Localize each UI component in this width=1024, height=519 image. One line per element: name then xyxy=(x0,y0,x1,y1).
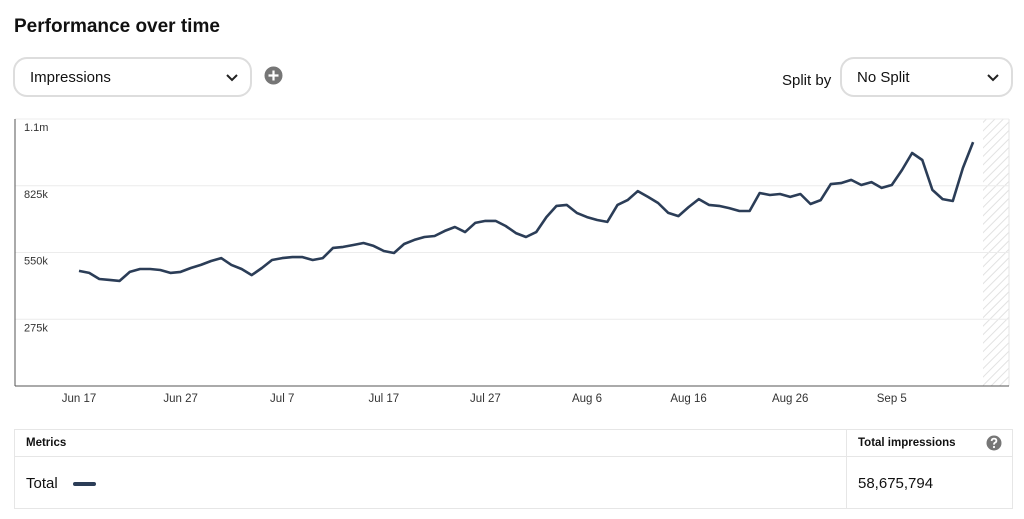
chart: 275k 550k 825k 1.1m Jun 17 Jun 27 Jul 7 Jul 17 J… xyxy=(14,118,1010,405)
table-header: Metrics xyxy=(26,437,67,449)
series-name: Total xyxy=(26,475,58,492)
row-divider xyxy=(15,456,1012,457)
split-dropdown[interactable]: No Split xyxy=(840,57,1013,97)
split-label: Split by xyxy=(782,72,832,89)
total-value: 58,675,794 xyxy=(858,475,934,492)
dropdown-value: No Split xyxy=(857,68,910,86)
page-title: Performance over time xyxy=(14,16,220,37)
y-tick-label: 550k xyxy=(24,256,48,268)
x-tick-label: Jul 7 xyxy=(270,393,294,405)
x-tick-label: Aug 26 xyxy=(772,393,808,405)
add-metric-button[interactable] xyxy=(264,66,283,85)
legend-swatch xyxy=(73,482,96,486)
metrics-table: Metrics Total impressions Total 58,675,7… xyxy=(14,429,1013,509)
x-tick-label: Jun 17 xyxy=(62,393,97,405)
x-tick-label: Sep 5 xyxy=(877,393,907,405)
x-tick-label: Jul 17 xyxy=(368,393,399,405)
chevron-icon xyxy=(226,74,238,82)
help-icon[interactable] xyxy=(986,435,1002,451)
y-tick-label: 825k xyxy=(24,189,48,201)
data-line xyxy=(78,141,975,283)
col-divider xyxy=(846,430,847,508)
y-tick-label: 1.1m xyxy=(24,122,48,134)
x-tick-label: Aug 6 xyxy=(572,393,602,405)
chevron-icon xyxy=(987,74,999,82)
x-tick-label: Jul 27 xyxy=(470,393,501,405)
x-tick-label: Aug 16 xyxy=(670,393,706,405)
x-tick-label: Jun 27 xyxy=(163,393,198,405)
metric-dropdown[interactable]: Impressions xyxy=(13,57,252,97)
dropdown-value: Impressions xyxy=(30,68,111,86)
y-tick-label: 275k xyxy=(24,322,48,334)
table-header: Total impressions xyxy=(858,437,956,449)
